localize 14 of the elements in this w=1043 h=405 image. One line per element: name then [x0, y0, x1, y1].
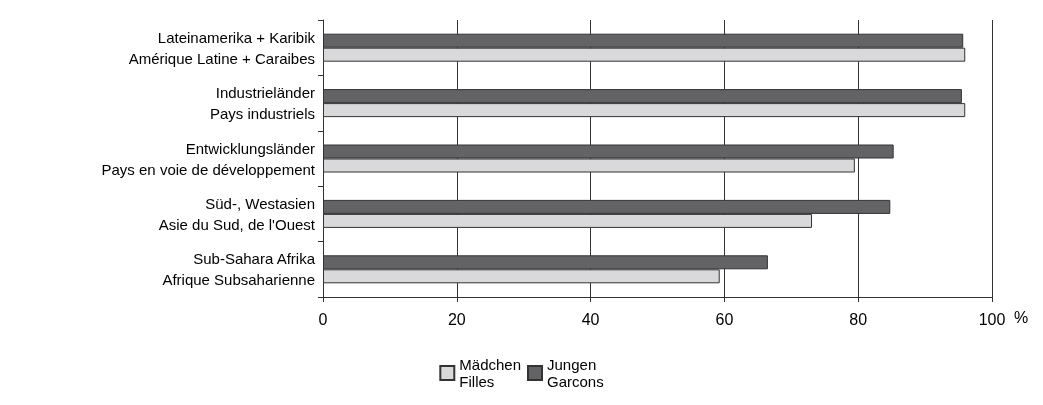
x-tick-label: 60	[715, 310, 734, 328]
x-axis-title: %	[1014, 308, 1029, 326]
x-tick-label: 0	[318, 310, 328, 328]
x-tick-label: 80	[849, 310, 868, 328]
x-tick-label: 20	[447, 310, 466, 328]
y-tick-label: Sub-Sahara Afrika Afrique Subsaharienne	[162, 250, 316, 289]
legend-label: Mädchen Filles	[459, 356, 522, 390]
y-tick-label: Industrieländer Pays industriels	[209, 84, 315, 123]
x-tick-label: 100	[978, 310, 1006, 328]
y-tick-label: Lateinamerika + Karibik Amérique Latine + Caraibes	[128, 28, 316, 67]
x-tick-label: 40	[581, 310, 600, 328]
legend-label: Jungen Garcons	[547, 356, 604, 390]
y-tick-label: Süd-, Westasien Asie du Sud, de l'Ouest	[158, 194, 316, 233]
y-tick-label: Entwicklungsländer Pays en voie de développement	[101, 139, 316, 178]
